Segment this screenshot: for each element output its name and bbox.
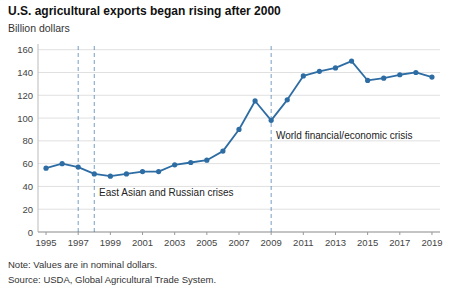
point [252,98,257,103]
point [76,164,81,169]
point [43,166,48,171]
x-tick [78,232,79,235]
y-tick-label: 20 [22,204,33,215]
point [285,97,290,102]
background [0,0,450,300]
x-tick [399,232,400,235]
annotation: East Asian and Russian crises [99,187,234,198]
grid-line [38,209,440,210]
annotation: World financial/economic crisis [276,130,413,141]
grid [38,50,440,232]
plot-area [43,44,434,232]
point [349,58,354,63]
point [429,74,434,79]
x-tick-label: 2011 [293,237,313,248]
point [204,158,209,163]
point [236,127,241,132]
x-tick [174,232,175,235]
x-tick-label: 2019 [421,237,442,248]
note: Note: Values are in nominal dollars. [8,259,157,270]
point [413,70,418,75]
point [172,162,177,167]
x-tick-label: 2007 [228,237,249,248]
x-tick-label: 2005 [196,237,217,248]
y-tick-label: 140 [17,67,33,78]
point [317,69,322,74]
y-tick-label: 60 [22,158,33,169]
point [108,174,113,179]
point [365,78,370,83]
grid-line [38,118,440,119]
point [60,161,65,166]
point [301,73,306,78]
x-tick [239,232,240,235]
x-tick-label: 2013 [325,237,346,248]
point [220,149,225,154]
y-tick-label: 80 [22,135,33,146]
x-tick-label: 2017 [389,237,410,248]
x-tick [335,232,336,235]
x-tick [271,232,272,235]
x-tick [142,232,143,235]
y-tick-label: 40 [22,181,33,192]
y-tick-label: 100 [17,113,33,124]
reference-line [271,44,272,232]
point [140,169,145,174]
point [124,171,129,176]
x-tick-label: 1997 [68,237,89,248]
x-tick [367,232,368,235]
point [92,171,97,176]
line [46,61,432,176]
x-tick [206,232,207,235]
chart: U.S. agricultural exports began rising a… [0,0,450,300]
grid-line [38,163,440,164]
x-tick [431,232,432,235]
x-tick-label: 1995 [35,237,56,248]
point [188,160,193,165]
reference-line [78,44,79,232]
point [333,65,338,70]
y-axis-label: Billion dollars [8,22,70,34]
point [156,169,161,174]
x-tick [303,232,304,235]
x-tick [110,232,111,235]
y-axis-line [38,44,39,232]
point [397,72,402,77]
x-tick-label: 1999 [100,237,121,248]
x-tick-label: 2003 [164,237,185,248]
point [381,76,386,81]
grid-line [38,49,440,50]
x-tick [46,232,47,235]
point [269,118,274,123]
x-tick-label: 2009 [261,237,282,248]
note: Source: USDA, Global Agricultural Trade … [8,274,216,285]
y-tick-label: 120 [17,90,33,101]
x-tick-label: 2015 [357,237,378,248]
title: U.S. agricultural exports began rising a… [8,4,281,18]
reference-line [94,44,95,232]
y-tick-label: 160 [17,44,33,55]
y-tick-label: 0 [28,227,33,238]
grid-line [38,95,440,96]
grid-line [38,72,440,73]
x-tick-label: 2001 [132,237,153,248]
